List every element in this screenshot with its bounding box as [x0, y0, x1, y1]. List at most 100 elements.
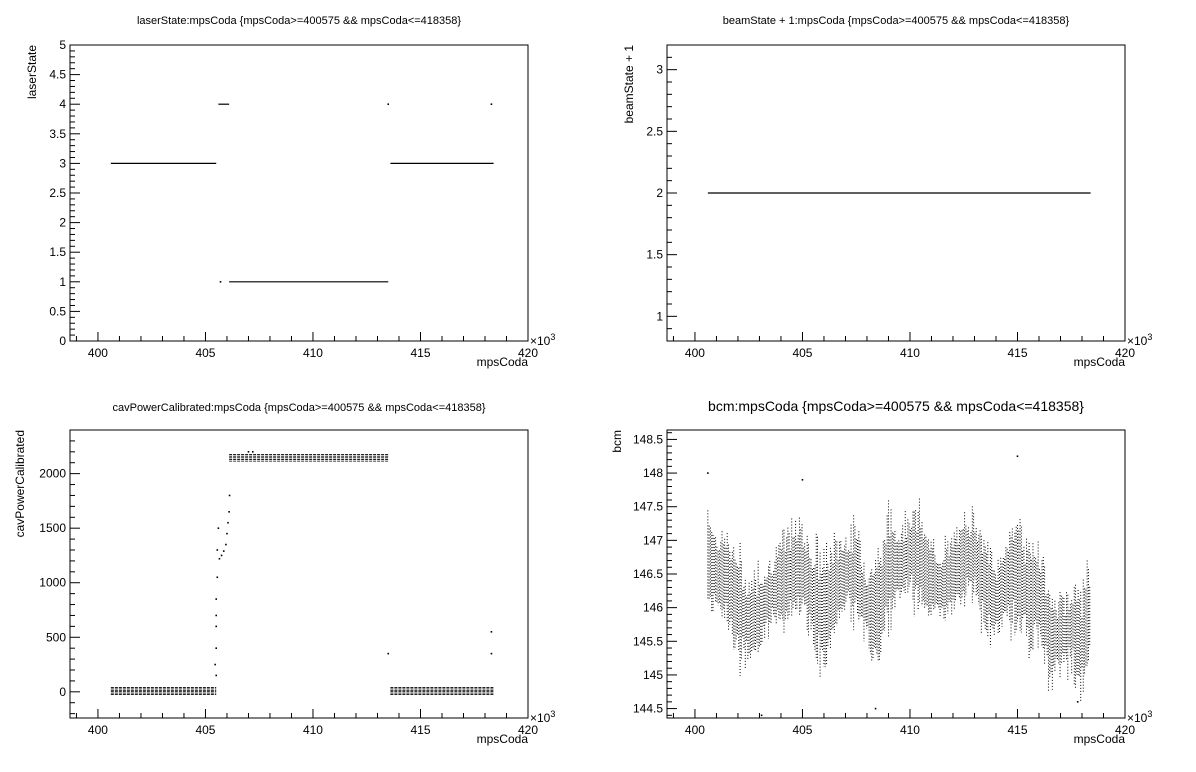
x-tick-label: 405	[792, 723, 812, 737]
y-tick-label: 1	[59, 275, 66, 289]
y-tick-label: 4.5	[49, 68, 66, 82]
data-point	[801, 478, 804, 481]
data-point	[216, 549, 219, 551]
x-tick-label: 400	[685, 346, 705, 360]
data-point	[1016, 455, 1019, 458]
y-tick-label: 5	[59, 38, 66, 52]
y-axis-label: laserState	[25, 45, 39, 99]
y-tick-label: 3	[59, 156, 66, 170]
x-tick-label: 420	[518, 346, 538, 360]
data-point	[214, 663, 216, 666]
x-tick-label: 415	[410, 723, 430, 737]
y-axis-label: cavPowerCalibrated	[13, 430, 27, 537]
x-tick-label: 415	[1007, 346, 1027, 360]
data-point	[1076, 701, 1079, 703]
y-tick-label: 4	[59, 97, 66, 111]
y-tick-label: 2	[59, 216, 66, 230]
y-tick-label: 148.5	[633, 432, 663, 446]
data-point	[219, 281, 222, 283]
data-point	[228, 494, 231, 497]
x-tick-label: 420	[1115, 723, 1135, 737]
data-point	[760, 714, 763, 717]
x-tick-label: 415	[410, 346, 430, 360]
x-tick-label: 415	[1007, 723, 1027, 737]
data-point	[228, 511, 230, 513]
data-point	[490, 652, 493, 655]
data-point	[216, 576, 219, 579]
y-tick-label: 148	[643, 466, 663, 480]
x-exponent-label: ×103	[1127, 332, 1152, 348]
data-point	[387, 652, 390, 655]
chart-panel-3: cavPowerCalibrated:mpsCoda {mpsCoda>=400…	[13, 402, 555, 746]
x-axis-label: mpsCoda	[1074, 355, 1126, 369]
x-tick-label: 405	[195, 346, 215, 360]
y-tick-label: 146.5	[633, 567, 663, 581]
data-point	[215, 598, 218, 600]
data-point	[226, 532, 228, 535]
x-axis-label: mpsCoda	[1074, 732, 1126, 746]
data-point	[222, 550, 225, 552]
x-tick-label: 410	[900, 346, 920, 360]
data-point	[490, 103, 493, 105]
data-point	[215, 614, 218, 617]
y-tick-label: 1.5	[49, 245, 66, 259]
data-point	[387, 103, 390, 105]
data-point	[225, 543, 227, 546]
data-point	[247, 451, 250, 453]
y-tick-label: 3.5	[49, 127, 66, 141]
x-exponent-label: ×103	[530, 332, 555, 348]
data-point	[218, 557, 221, 560]
data-point	[220, 554, 223, 557]
y-tick-label: 3	[656, 63, 663, 77]
x-tick-label: 405	[195, 723, 215, 737]
y-tick-label: 146	[643, 601, 663, 615]
chart-panel-4: bcm:mpsCoda {mpsCoda>=400575 && mpsCoda<…	[610, 398, 1152, 746]
y-tick-label: 145	[643, 668, 663, 682]
y-tick-label: 144.5	[633, 702, 663, 716]
y-axis-label: beamState + 1	[622, 45, 636, 124]
y-tick-label: 500	[46, 630, 66, 644]
x-exponent-label: ×103	[1127, 709, 1152, 725]
x-tick-label: 410	[303, 723, 323, 737]
y-tick-label: 1.5	[646, 248, 663, 262]
x-axis-label: mpsCoda	[477, 355, 529, 369]
y-tick-label: 147	[643, 533, 663, 547]
y-tick-label: 2	[656, 186, 663, 200]
plot-frame	[69, 429, 529, 719]
y-tick-label: 2.5	[49, 186, 66, 200]
plot-frame	[69, 44, 529, 342]
y-tick-label: 0	[59, 334, 66, 348]
plot-frame	[666, 429, 1126, 719]
y-tick-label: 1500	[39, 521, 66, 535]
y-tick-label: 0	[59, 685, 66, 699]
data-point	[707, 472, 709, 474]
y-tick-label: 2.5	[646, 124, 663, 138]
x-tick-label: 420	[1115, 346, 1135, 360]
y-tick-label: 0.5	[49, 304, 66, 318]
x-tick-label: 400	[88, 346, 108, 360]
data-point	[227, 521, 229, 524]
y-tick-label: 1	[656, 309, 663, 323]
chart-panel-1: laserState:mpsCoda {mpsCoda>=400575 && m…	[25, 15, 555, 369]
x-tick-label: 420	[518, 723, 538, 737]
data-point	[251, 451, 254, 453]
x-axis-label: mpsCoda	[477, 732, 529, 746]
y-tick-label: 1000	[39, 576, 66, 590]
data-point	[490, 631, 493, 633]
data-point	[215, 647, 218, 649]
y-tick-label: 147.5	[633, 500, 663, 514]
x-tick-label: 410	[303, 346, 323, 360]
y-axis-label: bcm	[610, 430, 624, 453]
chart-title: laserState:mpsCoda {mpsCoda>=400575 && m…	[137, 15, 461, 27]
x-exponent-label: ×103	[530, 709, 555, 725]
data-point	[215, 625, 218, 628]
chart-panel-2: beamState + 1:mpsCoda {mpsCoda>=400575 &…	[622, 15, 1152, 369]
chart-title: bcm:mpsCoda {mpsCoda>=400575 && mpsCoda<…	[708, 398, 1084, 414]
y-tick-label: 2000	[39, 467, 66, 481]
x-tick-label: 410	[900, 723, 920, 737]
data-point	[217, 527, 220, 529]
x-tick-label: 405	[792, 346, 812, 360]
x-tick-label: 400	[685, 723, 705, 737]
y-tick-label: 145.5	[633, 634, 663, 648]
